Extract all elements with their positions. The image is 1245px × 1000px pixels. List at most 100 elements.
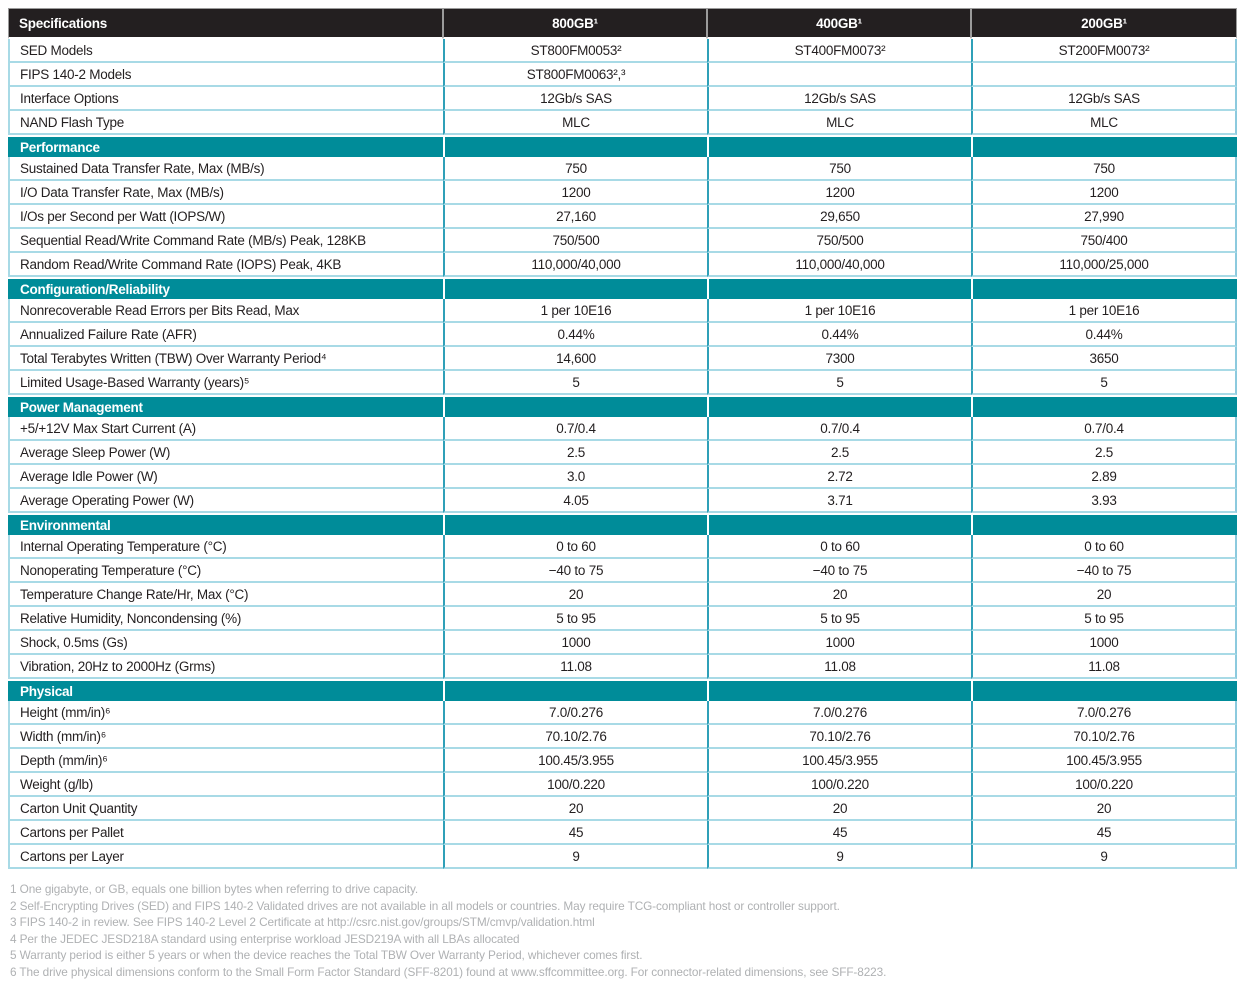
row-value: 7.0/0.276 (707, 701, 971, 725)
section-spacer-cell (971, 135, 1237, 157)
row-value: 5 to 95 (707, 607, 971, 631)
row-value: 750/400 (971, 229, 1237, 253)
row-value: 1000 (443, 631, 707, 655)
table-row: Carton Unit Quantity 20 20 20 (8, 797, 1237, 821)
row-label: Height (mm/in)⁶ (8, 701, 443, 725)
table-row: SED Models ST800FM0053² ST400FM0073² ST200F… (8, 39, 1237, 63)
row-label: Nonoperating Temperature (°C) (8, 559, 443, 583)
row-value: 70.10/2.76 (443, 725, 707, 749)
row-value: 110,000/25,000 (971, 253, 1237, 277)
row-value: 100/0.220 (707, 773, 971, 797)
section-title: Power Management (8, 395, 443, 417)
row-value: ST400FM0073² (707, 39, 971, 63)
row-label: Cartons per Pallet (8, 821, 443, 845)
row-value: ST800FM0063²,³ (443, 63, 707, 87)
row-value: 1200 (971, 181, 1237, 205)
row-value: 100.45/3.955 (443, 749, 707, 773)
row-value: 12Gb/s SAS (971, 87, 1237, 111)
footnote: 2 Self-Encrypting Drives (SED) and FIPS … (10, 898, 840, 913)
row-value: 100.45/3.955 (971, 749, 1237, 773)
row-value: 3650 (971, 347, 1237, 371)
row-value: 1000 (707, 631, 971, 655)
section-spacer-cell (443, 395, 707, 417)
section-spacer-cell (971, 513, 1237, 535)
section-spacer-cell (707, 395, 971, 417)
table-row: Relative Humidity, Noncondensing (%) 5 to… (8, 607, 1237, 631)
row-label: I/O Data Transfer Rate, Max (MB/s) (8, 181, 443, 205)
section-title: Physical (8, 679, 443, 701)
row-value: 20 (443, 797, 707, 821)
row-label: NAND Flash Type (8, 111, 443, 135)
row-value: 5 (971, 371, 1237, 395)
row-label: Shock, 0.5ms (Gs) (8, 631, 443, 655)
row-value: 750/500 (707, 229, 971, 253)
row-value: 20 (443, 583, 707, 607)
row-label: Annualized Failure Rate (AFR) (8, 323, 443, 347)
row-value: 5 (443, 371, 707, 395)
row-label: +5/+12V Max Start Current (A) (8, 417, 443, 441)
row-value: 12Gb/s SAS (707, 87, 971, 111)
table-row: Sustained Data Transfer Rate, Max (MB/s)… (8, 157, 1237, 181)
row-value: 2.5 (971, 441, 1237, 465)
row-value: 29,650 (707, 205, 971, 229)
row-value: 7.0/0.276 (443, 701, 707, 725)
row-value: 5 to 95 (443, 607, 707, 631)
row-value: 2.5 (443, 441, 707, 465)
row-value: −40 to 75 (971, 559, 1237, 583)
row-value: 750 (707, 157, 971, 181)
row-value: 1 per 10E16 (707, 299, 971, 323)
row-value: 1 per 10E16 (971, 299, 1237, 323)
table-row: Depth (mm/in)⁶ 100.45/3.955 100.45/3.955 10… (8, 749, 1237, 773)
table-row: Shock, 0.5ms (Gs) 1000 1000 1000 (8, 631, 1237, 655)
footnotes: 1 One gigabyte, or GB, equals one billio… (8, 881, 1237, 980)
column-header-400gb: 400GB¹ (707, 8, 971, 39)
row-value: MLC (971, 111, 1237, 135)
section-title: Environmental (8, 513, 443, 535)
table-row: Limited Usage-Based Warranty (years)⁵ 5 5 5 (8, 371, 1237, 395)
row-value: 750 (971, 157, 1237, 181)
row-label: Limited Usage-Based Warranty (years)⁵ (8, 371, 443, 395)
row-value: 27,160 (443, 205, 707, 229)
row-value: 0 to 60 (971, 535, 1237, 559)
table-row: Average Idle Power (W) 3.0 2.72 2.89 (8, 465, 1237, 489)
row-value: MLC (707, 111, 971, 135)
row-value (707, 63, 971, 87)
row-value: 12Gb/s SAS (443, 87, 707, 111)
table-row: Width (mm/in)⁶ 70.10/2.76 70.10/2.76 70.10/… (8, 725, 1237, 749)
row-label: Depth (mm/in)⁶ (8, 749, 443, 773)
column-header-200gb: 200GB¹ (971, 8, 1237, 39)
row-label: Carton Unit Quantity (8, 797, 443, 821)
row-value: −40 to 75 (707, 559, 971, 583)
table-row: Total Terabytes Written (TBW) Over Warra… (8, 347, 1237, 371)
header-row: Specifications 800GB¹ 400GB¹ 200GB¹ (8, 8, 1237, 39)
row-value: 9 (443, 845, 707, 869)
row-value: 100/0.220 (443, 773, 707, 797)
table-row: I/Os per Second per Watt (IOPS/W) 27,160 2… (8, 205, 1237, 229)
row-label: Average Sleep Power (W) (8, 441, 443, 465)
row-value: ST200FM0073² (971, 39, 1237, 63)
section-spacer-cell (443, 679, 707, 701)
table-row: Annualized Failure Rate (AFR) 0.44% 0.44% 0… (8, 323, 1237, 347)
row-value: 0.7/0.4 (443, 417, 707, 441)
row-value: 20 (971, 797, 1237, 821)
row-label: Sequential Read/Write Command Rate (MB/s… (8, 229, 443, 253)
footnote: 1 One gigabyte, or GB, equals one billio… (10, 882, 419, 896)
row-label: SED Models (8, 39, 443, 63)
row-value: 0.7/0.4 (707, 417, 971, 441)
table-row: Weight (g/lb) 100/0.220 100/0.220 100/0.220 (8, 773, 1237, 797)
row-label: Nonrecoverable Read Errors per Bits Read… (8, 299, 443, 323)
row-value: 11.08 (707, 655, 971, 679)
row-value: 70.10/2.76 (707, 725, 971, 749)
row-value: 100/0.220 (971, 773, 1237, 797)
row-label: Weight (g/lb) (8, 773, 443, 797)
table-row: FIPS 140-2 Models ST800FM0063²,³ (8, 63, 1237, 87)
table-row: Internal Operating Temperature (°C) 0 to … (8, 535, 1237, 559)
section-spacer-cell (443, 277, 707, 299)
row-value: 14,600 (443, 347, 707, 371)
row-value: 20 (707, 797, 971, 821)
section-spacer-cell (707, 513, 971, 535)
row-value: 750 (443, 157, 707, 181)
row-value: −40 to 75 (443, 559, 707, 583)
table-row: Nonrecoverable Read Errors per Bits Read… (8, 299, 1237, 323)
